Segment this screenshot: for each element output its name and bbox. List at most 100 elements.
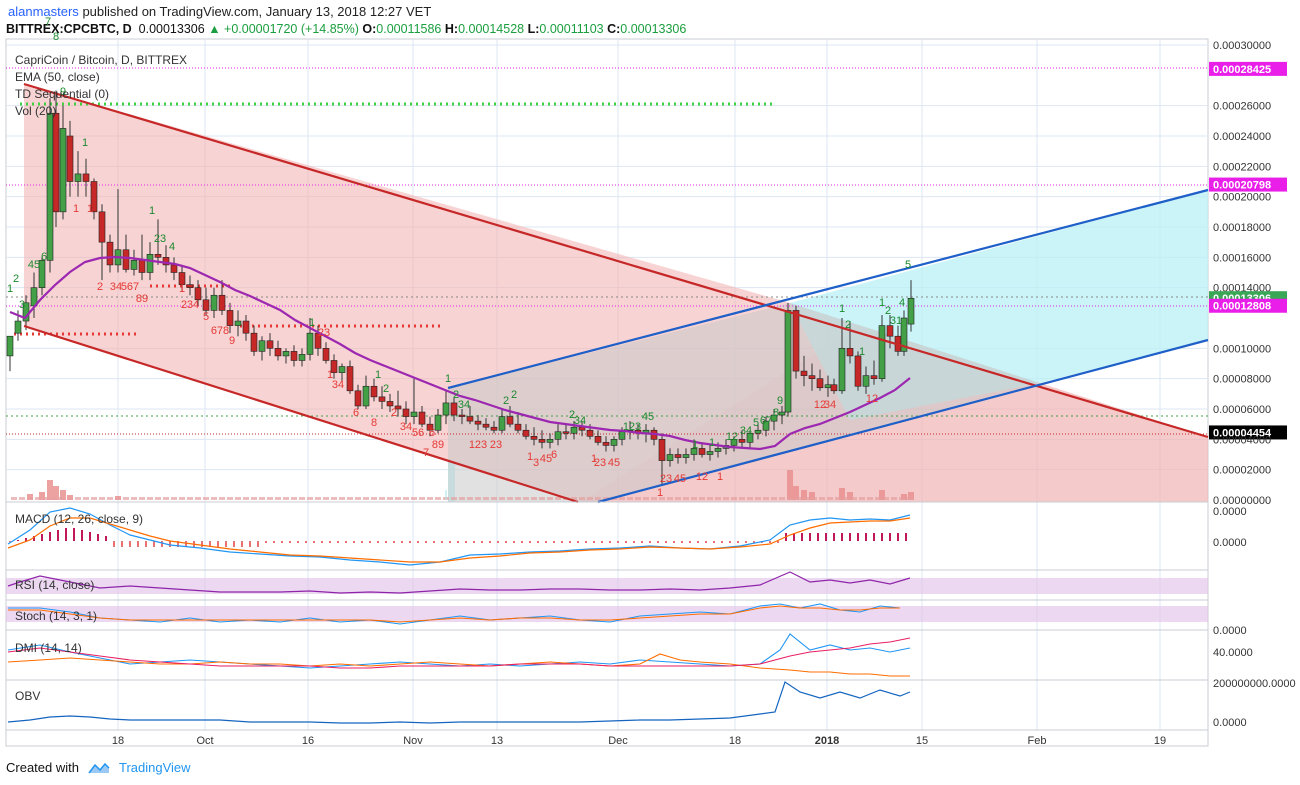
td-count-label: 1 [692, 439, 698, 451]
candle-body [346, 366, 354, 392]
volume-bar [555, 497, 561, 500]
candle-body [426, 423, 434, 431]
candle-body [562, 431, 570, 434]
td-count-label: 12 [866, 393, 878, 405]
candle-body [792, 310, 800, 372]
volume-bar [379, 497, 385, 500]
candle-body [98, 211, 106, 243]
volume-bar [667, 497, 673, 500]
td-count-label: 1 [149, 205, 155, 217]
time-axis[interactable]: 18 Oct 16 Nov 13 Dec 18 2018 15 Feb 19 [112, 735, 1166, 747]
td-count-label: 2 [845, 319, 851, 331]
td-count-label: 6 [41, 251, 47, 263]
candle-body [594, 435, 602, 443]
td-count-label: 8 [773, 407, 779, 419]
macd-histogram-bar [241, 541, 243, 547]
macd-histogram-bar [841, 533, 843, 541]
candle-body [242, 320, 250, 334]
volume-bar [651, 497, 657, 500]
volume-bar [875, 497, 881, 500]
td-count-label: 2 [885, 305, 891, 317]
macd-histogram-bar [521, 541, 523, 543]
macd-histogram-bar [753, 541, 755, 543]
stoch-d-line [8, 605, 900, 623]
symbol-label: BITTREX:CPCBTC, D [6, 22, 132, 36]
volume-bar [843, 497, 849, 500]
price-badge-label: 0.00020798 [1213, 180, 1271, 192]
td-count-label: 89 [432, 439, 444, 451]
macd-histogram-bar [225, 541, 227, 547]
volume-bar [899, 497, 905, 500]
volume-bar [315, 497, 321, 500]
macd-histogram-bar [337, 541, 339, 543]
indicator-axis: 0.0000 0.0000 0.0000 40.0000 200000000.0000 0… [1213, 506, 1296, 729]
converging-triangle-fill [448, 303, 1040, 502]
price-axis[interactable]: 0.00030000 0.00028425 0.00026000 0.00024000… [1209, 40, 1287, 507]
time-tick-label: 2018 [815, 735, 839, 747]
obv-line [7, 681, 911, 724]
volume-bar [411, 497, 417, 500]
macd-histogram-bar [801, 533, 803, 541]
candle-body [754, 429, 762, 434]
td-count-label: 34 [458, 399, 470, 411]
author-link[interactable]: alanmasters [8, 4, 79, 19]
td-count-label: 9 [60, 86, 66, 98]
candle-body [698, 448, 706, 455]
td-count-label: 23 [154, 233, 166, 245]
candle-body [824, 384, 832, 389]
macd-histogram-bar [297, 541, 299, 543]
indicator-tick-label: 40.0000 [1213, 647, 1253, 659]
chart-canvas[interactable]: 0.00030000 0.00028425 0.00026000 0.00024000… [0, 0, 1300, 760]
candle-body [52, 112, 60, 213]
channel-lower-red [23, 324, 579, 504]
td-count-label: 12 [726, 431, 738, 443]
volume-bar [419, 497, 425, 500]
td-count-label: 4 [169, 241, 175, 253]
candle-body [59, 128, 67, 213]
price-tick-label: 0.00026000 [1213, 101, 1271, 113]
td-count-label: 45 [674, 473, 686, 485]
volume-bar [39, 492, 45, 500]
td-count-label: 678 [211, 325, 229, 337]
volume-bar [723, 497, 729, 500]
indicator-tick-label: 0.0000 [1213, 717, 1247, 729]
price-tick-label: 0.00018000 [1213, 222, 1271, 234]
candle-body [258, 340, 266, 352]
td-count-label: 1 [179, 283, 185, 295]
volume-bar [779, 497, 785, 500]
candle-body [194, 287, 202, 301]
dmi-label: DMI (14, 14) [15, 641, 82, 655]
candle-body [282, 351, 290, 357]
candle-body [714, 448, 722, 452]
time-tick-label: 18 [729, 735, 741, 747]
legend-td: TD Sequential (0) [15, 87, 110, 101]
macd-histogram-bar [817, 533, 819, 541]
volume-bar [851, 497, 857, 500]
macd-histogram-bar [505, 541, 507, 543]
td-count-label: 45 [28, 259, 40, 271]
footer: Created with TradingView [6, 760, 191, 775]
macd-histogram [9, 528, 907, 547]
candle-body [506, 416, 514, 425]
volume-bar [211, 497, 217, 500]
macd-histogram-bar [737, 541, 739, 543]
candle-body [186, 284, 194, 288]
td-count-label: 2 [97, 281, 103, 293]
candle-body [226, 310, 234, 326]
candle-body [907, 297, 915, 325]
channel-upper-red [23, 82, 1209, 439]
volume-bar [227, 497, 233, 500]
ema-50-line [9, 255, 911, 451]
tradingview-link[interactable]: TradingView [118, 760, 191, 775]
macd-histogram-bar [145, 541, 147, 547]
macd-histogram-bar [745, 541, 747, 543]
price-badge-label: 0.00028425 [1213, 64, 1271, 76]
candle-body [682, 454, 690, 458]
last-price: 0.00013306 [138, 22, 205, 36]
candle-body [778, 411, 786, 416]
adx-line [7, 637, 911, 669]
macd-histogram-bar [57, 530, 59, 541]
td-count-label: 2 [569, 409, 575, 421]
volume-bar [539, 497, 545, 500]
td-count-label: 3 [533, 457, 539, 469]
